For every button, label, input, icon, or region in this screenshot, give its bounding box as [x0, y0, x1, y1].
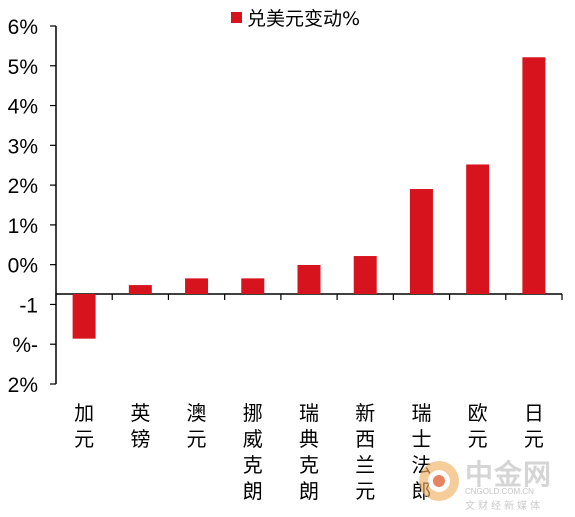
category-label: 欧元 — [468, 401, 488, 451]
watermark-logo-icon — [419, 461, 459, 501]
y-tick-label: 5% — [8, 56, 38, 79]
category-label: 加元 — [74, 401, 94, 451]
y-tick-label: 0% — [8, 255, 38, 278]
bar — [241, 278, 265, 294]
category-label: 挪威克朗 — [243, 401, 263, 503]
category-label: 澳元 — [187, 401, 207, 451]
y-tick-label: -1 — [19, 294, 38, 317]
watermark-tagline: 文财经新媒体 — [465, 501, 543, 512]
y-tick-label: 4% — [8, 96, 38, 119]
legend-swatch — [231, 12, 242, 23]
watermark-name: 中金网 — [465, 458, 553, 491]
y-tick-label: 3% — [8, 135, 38, 158]
y-tick-label: 2% — [8, 374, 38, 397]
y-tick-label: 1% — [8, 215, 38, 238]
bar — [72, 294, 96, 339]
legend-label: 兑美元变动% — [247, 8, 360, 30]
y-tick-label: 2% — [8, 175, 38, 198]
category-label: 瑞典克朗 — [299, 401, 319, 503]
category-label: 新西兰元 — [355, 401, 375, 503]
y-axis-ticks: 6% 5% 4% 3% 2% 1% 0% -1 %- 2% — [8, 16, 56, 397]
bar — [466, 164, 490, 294]
bar — [409, 189, 433, 294]
bars — [72, 57, 546, 339]
legend: 兑美元变动% — [231, 8, 360, 30]
bar — [353, 256, 377, 294]
category-label: 英镑 — [130, 401, 150, 451]
bar — [128, 285, 152, 294]
watermark-domain: CNGOLD.COM.CN — [465, 487, 534, 496]
y-tick-label: %- — [12, 334, 38, 357]
watermark: 中金网 CNGOLD.COM.CN 文财经新媒体 — [417, 451, 567, 512]
bar — [522, 57, 546, 295]
y-tick-label: 6% — [8, 16, 38, 39]
bar — [297, 264, 321, 294]
x-axis-ticks — [55, 294, 563, 300]
category-label: 日元 — [524, 401, 544, 451]
bar — [185, 278, 209, 294]
